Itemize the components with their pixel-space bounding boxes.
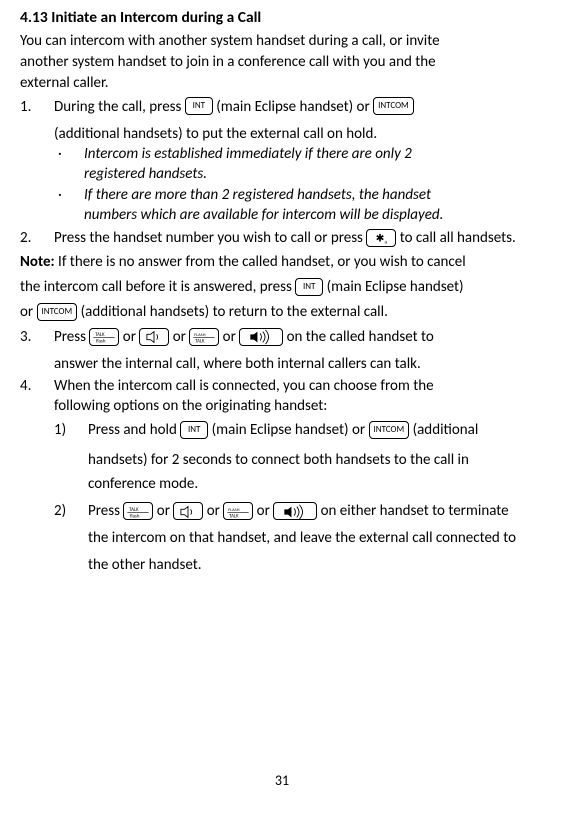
step4-l1: When the intercom call is connected, you… — [54, 376, 544, 396]
speaker-loud-key-icon — [273, 502, 317, 520]
sub2-or1: or — [157, 502, 174, 520]
bullet2-l1: If there are more than 2 registered hand… — [84, 185, 544, 205]
step3-or3: or — [223, 328, 240, 346]
step1-seg1: During the call, press — [54, 98, 185, 116]
speaker-loud-key-icon — [239, 328, 283, 346]
speaker-key-icon — [139, 328, 169, 346]
svg-text:flash: flash — [130, 513, 140, 519]
intro-line1: You can intercom with another system han… — [20, 31, 544, 51]
bullet-dot: · — [54, 144, 84, 185]
bullet1-l2: registered handsets. — [84, 164, 544, 184]
step-number-3: 3. — [20, 325, 54, 375]
talk-flash-key-icon: TALKflash — [89, 328, 119, 346]
step3-seg2: on the called handset to — [287, 328, 434, 346]
flash-talk-key-icon: FLASHTALK — [189, 328, 219, 346]
sub2-l2: the intercom on that handset, and leave … — [88, 525, 544, 552]
step4-l2: following options on the originating han… — [54, 396, 544, 416]
step-number-1: 1. — [20, 95, 54, 145]
talk-flash-key-icon: TALKflash — [123, 502, 153, 520]
substep-number-2: 2) — [54, 498, 88, 579]
step3-or1: or — [123, 328, 140, 346]
substep-number-1: 1) — [54, 418, 88, 496]
sub1-seg2: (main Eclipse handset) or — [212, 421, 369, 439]
svg-text:TALK: TALK — [229, 513, 239, 519]
step1-line2: (additional handsets) to put the externa… — [54, 125, 544, 145]
note-label: Note: — [20, 253, 55, 271]
note-l2-seg2: (main Eclipse handset) — [327, 278, 464, 296]
step1-seg2: (main Eclipse handset) or — [216, 98, 373, 116]
speaker-key-icon — [173, 502, 203, 520]
star-key-icon: ✱a — [366, 229, 396, 247]
bullet2-l2: numbers which are available for intercom… — [84, 205, 544, 225]
intro-line2: another system handset to join in a conf… — [20, 52, 544, 72]
intcom-key-icon: INTCOM — [37, 303, 78, 321]
svg-text:✱: ✱ — [376, 232, 385, 244]
note-l2-seg1: the intercom call before it is answered,… — [20, 278, 295, 296]
section-heading: 4.13 Initiate an Intercom during a Call — [20, 8, 544, 29]
note-l3-seg2: (additional handsets) to return to the e… — [81, 303, 388, 321]
bullet1-l1: Intercom is established immediately if t… — [84, 144, 544, 164]
int-key-icon: INT — [185, 97, 213, 115]
svg-text:a: a — [385, 239, 388, 245]
sub2-l3: the other handset. — [88, 552, 544, 579]
intcom-key-icon: INTCOM — [369, 421, 410, 439]
step3-line2: answer the internal call, where both int… — [54, 355, 544, 375]
bullet-dot: · — [54, 185, 84, 226]
step-number-2: 2. — [20, 226, 54, 250]
step2-seg2: to call all handsets. — [400, 229, 516, 247]
intro-line3: external caller. — [20, 73, 544, 93]
int-key-icon: INT — [295, 278, 323, 296]
step-number-4: 4. — [20, 376, 54, 580]
step2-seg1: Press the handset number you wish to cal… — [54, 229, 366, 247]
step3-seg1: Press — [54, 328, 89, 346]
step3-or2: or — [173, 328, 190, 346]
page-number: 31 — [0, 772, 564, 791]
svg-text:TALK: TALK — [195, 338, 205, 344]
note-l1: If there is no answer from the called ha… — [55, 253, 466, 271]
sub2-or3: or — [257, 502, 274, 520]
sub1-l2: handsets) for 2 seconds to connect both … — [88, 448, 544, 472]
sub2-seg1: Press — [88, 502, 123, 520]
sub2-seg2: on either handset to terminate — [321, 502, 509, 520]
intcom-key-icon: INTCOM — [373, 97, 414, 115]
sub1-seg1: Press and hold — [88, 421, 180, 439]
sub1-l3: conference mode. — [88, 472, 544, 496]
int-key-icon: INT — [180, 421, 208, 439]
sub1-seg3: (additional — [413, 421, 479, 439]
sub2-or2: or — [207, 502, 224, 520]
note-l3-seg1: or — [20, 303, 37, 321]
flash-talk-key-icon: FLASHTALK — [223, 502, 253, 520]
svg-text:flash: flash — [96, 338, 106, 344]
